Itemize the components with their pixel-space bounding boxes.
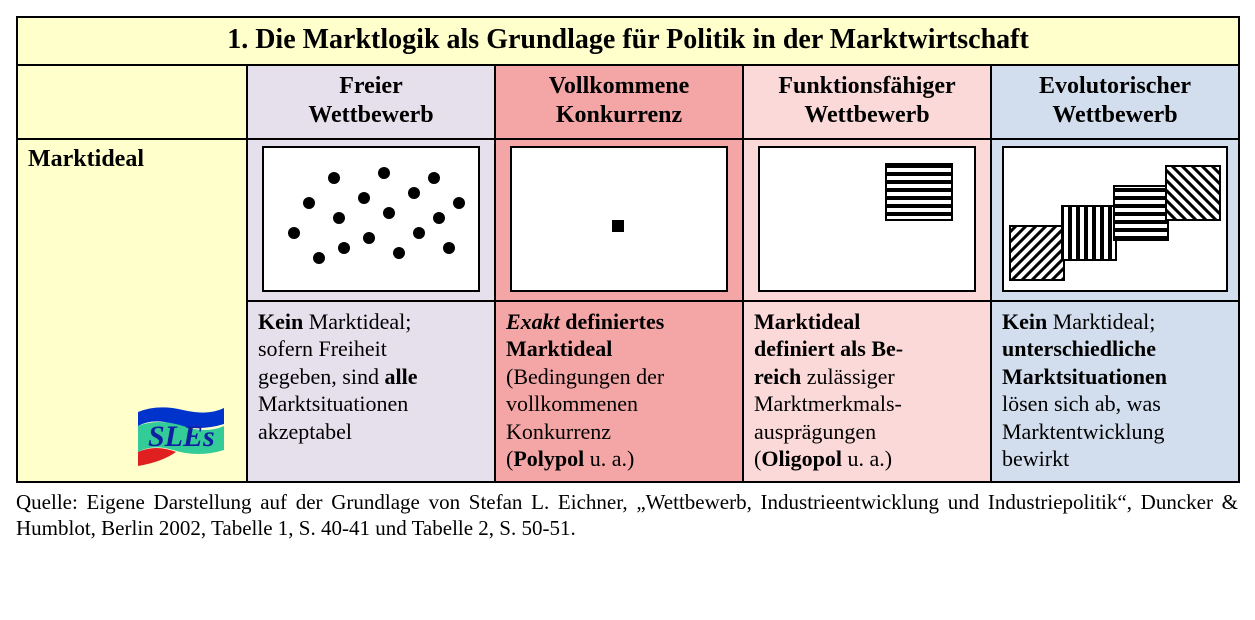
text: Marktentwicklung xyxy=(1002,419,1165,444)
text: ausprägungen xyxy=(754,419,876,444)
text: Marktsituationen xyxy=(258,391,408,416)
text: Evolutorischer xyxy=(1039,73,1191,99)
text: Marktsituationen xyxy=(1002,364,1167,389)
col-header-freier: Freier Wettbewerb xyxy=(247,65,495,139)
text: u. a.) xyxy=(842,446,892,471)
text: Marktideal xyxy=(754,309,860,334)
text: unterschiedliche xyxy=(1002,336,1156,361)
source-citation: Quelle: Eigene Darstellung auf der Grund… xyxy=(16,489,1238,542)
scatter-dots-icon xyxy=(264,148,478,284)
text: sofern Freiheit xyxy=(258,336,387,361)
text: Freier xyxy=(339,73,403,99)
text: Marktideal; xyxy=(303,309,411,334)
text: Exakt xyxy=(506,309,560,334)
text: Kein xyxy=(258,309,303,334)
desc-freier: Kein Marktideal; sofern Freiheit gegeben… xyxy=(247,301,495,482)
text: Konkurrenz xyxy=(556,102,682,128)
text: Vollkommene xyxy=(549,73,689,99)
text: zulässiger xyxy=(801,364,894,389)
text: Polypol xyxy=(513,446,584,471)
text: reich xyxy=(754,364,801,389)
text: vollkommenen xyxy=(506,391,638,416)
table-title: 1. Die Marktlogik als Grundlage für Poli… xyxy=(17,17,1239,65)
text: Wettbewerb xyxy=(308,102,433,128)
diagram-freier xyxy=(247,139,495,301)
text: akzeptabel xyxy=(258,419,352,444)
text: Marktideal xyxy=(28,146,144,172)
text: definiert als Be- xyxy=(754,336,903,361)
text: u. a.) xyxy=(584,446,634,471)
text: Wettbewerb xyxy=(1052,102,1177,128)
text: definiertes xyxy=(560,309,664,334)
text: Wettbewerb xyxy=(804,102,929,128)
header-empty-cell xyxy=(17,65,247,139)
text: Marktideal; xyxy=(1047,309,1155,334)
text: (Bedingungen der xyxy=(506,364,664,389)
text: Kein xyxy=(1002,309,1047,334)
desc-funktionsfaehiger: Marktideal definiert als Be- reich zuläs… xyxy=(743,301,991,482)
text: bewirkt xyxy=(1002,446,1069,471)
logo-text: SLEs xyxy=(148,420,215,453)
striped-square-icon xyxy=(760,148,974,284)
col-header-vollkommene: Vollkommene Konkurrenz xyxy=(495,65,743,139)
text: Marktmerkmals- xyxy=(754,391,902,416)
pattern-stairs-icon xyxy=(1004,148,1226,284)
text: lösen sich ab, was xyxy=(1002,391,1161,416)
single-point-icon xyxy=(512,148,726,284)
text: Funktionsfähiger xyxy=(778,73,955,99)
text: Marktideal xyxy=(506,336,612,361)
row-label-marktideal: Marktideal SLEs xyxy=(17,139,247,482)
desc-evolutorischer: Kein Marktideal; unterschiedliche Markts… xyxy=(991,301,1239,482)
diagram-funktionsfaehiger xyxy=(743,139,991,301)
text: gegeben, sind xyxy=(258,364,384,389)
col-header-evolutorischer: Evolutorischer Wettbewerb xyxy=(991,65,1239,139)
text: alle xyxy=(384,364,417,389)
desc-vollkommene: Exakt definiertes Marktideal (Bedingunge… xyxy=(495,301,743,482)
diagram-evolutorischer xyxy=(991,139,1239,301)
col-header-funktionsfaehiger: Funktionsfähiger Wettbewerb xyxy=(743,65,991,139)
text: Oligopol xyxy=(761,446,842,471)
text: Konkurrenz xyxy=(506,419,611,444)
sles-logo: SLEs xyxy=(138,404,224,473)
comparison-table: 1. Die Marktlogik als Grundlage für Poli… xyxy=(16,16,1240,483)
diagram-vollkommene xyxy=(495,139,743,301)
